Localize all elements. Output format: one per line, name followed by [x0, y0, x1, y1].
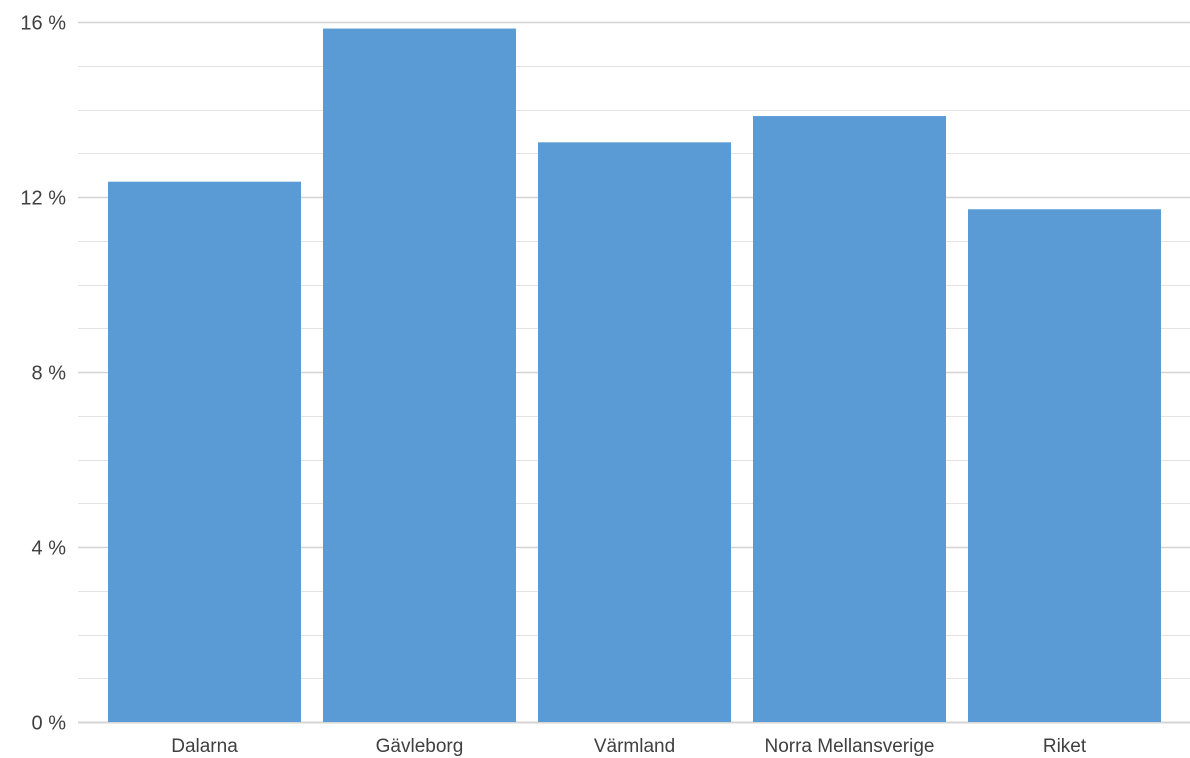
y-tick-label: 12 % [20, 188, 66, 210]
x-category-label: Riket [1043, 736, 1087, 757]
x-category-label: Gävleborg [376, 736, 464, 757]
y-tick-label: 8 % [32, 363, 67, 385]
x-category-label: Värmland [594, 736, 675, 757]
y-tick-label: 4 % [32, 538, 67, 560]
x-category-label: Norra Mellansverige [764, 736, 934, 757]
y-tick-label: 0 % [32, 713, 67, 735]
x-category-label: Dalarna [171, 736, 238, 757]
y-tick-label: 16 % [20, 13, 66, 35]
bars [108, 28, 1161, 722]
bar-dalarna[interactable] [108, 181, 301, 722]
bar-riket[interactable] [968, 209, 1161, 722]
y-axis-ticks: 0 % 4 % 8 % 12 % 16 % [20, 13, 66, 735]
bar-norra-mellansverige[interactable] [753, 116, 946, 722]
bar-gävleborg[interactable] [323, 28, 516, 722]
bar-värmland[interactable] [538, 142, 731, 722]
x-axis-labels: Dalarna Gävleborg Värmland Norra Mellansver… [171, 736, 1087, 757]
